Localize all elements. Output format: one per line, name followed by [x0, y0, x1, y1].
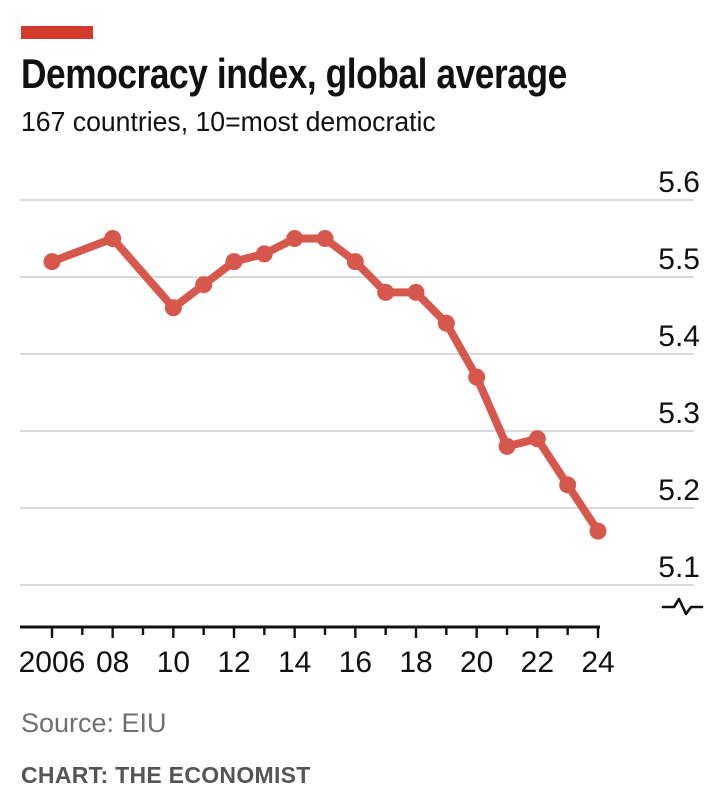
y-axis-label: 5.3 [658, 397, 700, 430]
data-point [316, 230, 334, 247]
x-axis-label: 14 [278, 646, 311, 679]
data-point [468, 368, 486, 386]
data-point [437, 314, 455, 332]
data-point [164, 299, 182, 317]
data-point [528, 430, 546, 448]
line-chart: 5.6 5.5 5.4 5.3 5.2 5.1 2006 08 10 12 14 16 18 20 22 24 [19, 166, 704, 679]
data-point [498, 437, 516, 455]
data-point [225, 253, 243, 271]
chart-title: Democracy index, global average [21, 50, 567, 97]
y-axis-label: 5.4 [658, 320, 700, 353]
x-axis-label: 08 [96, 646, 129, 679]
data-point [407, 283, 425, 301]
x-axis-label: 18 [399, 646, 432, 679]
data-point [255, 245, 273, 263]
source-note: Source: EIU [21, 708, 167, 738]
credit-note: CHART: THE ECONOMIST [21, 762, 311, 788]
data-line [48, 234, 602, 536]
y-axis-label: 5.5 [658, 243, 700, 276]
data-point [559, 476, 577, 494]
y-axis-label: 5.2 [658, 474, 700, 507]
data-point [104, 230, 122, 247]
data-point [377, 283, 395, 301]
axis-break-icon [661, 597, 704, 616]
y-axis-label: 5.1 [658, 551, 700, 584]
data-point [286, 230, 304, 247]
data-point [195, 276, 213, 294]
x-axis-label: 24 [581, 646, 614, 679]
data-point [346, 253, 364, 271]
x-axis-label: 10 [157, 646, 190, 679]
x-axis-label: 16 [339, 646, 372, 679]
brand-tag-bar [21, 26, 93, 39]
x-axis-label: 20 [460, 646, 493, 679]
x-axis-label: 12 [217, 646, 250, 679]
x-axis-label: 2006 [19, 646, 86, 679]
data-point [589, 522, 607, 540]
data-point [43, 253, 61, 271]
y-axis-label: 5.6 [658, 166, 700, 199]
x-axis-label: 22 [521, 646, 554, 679]
chart-subtitle: 167 countries, 10=most democratic [21, 106, 436, 137]
